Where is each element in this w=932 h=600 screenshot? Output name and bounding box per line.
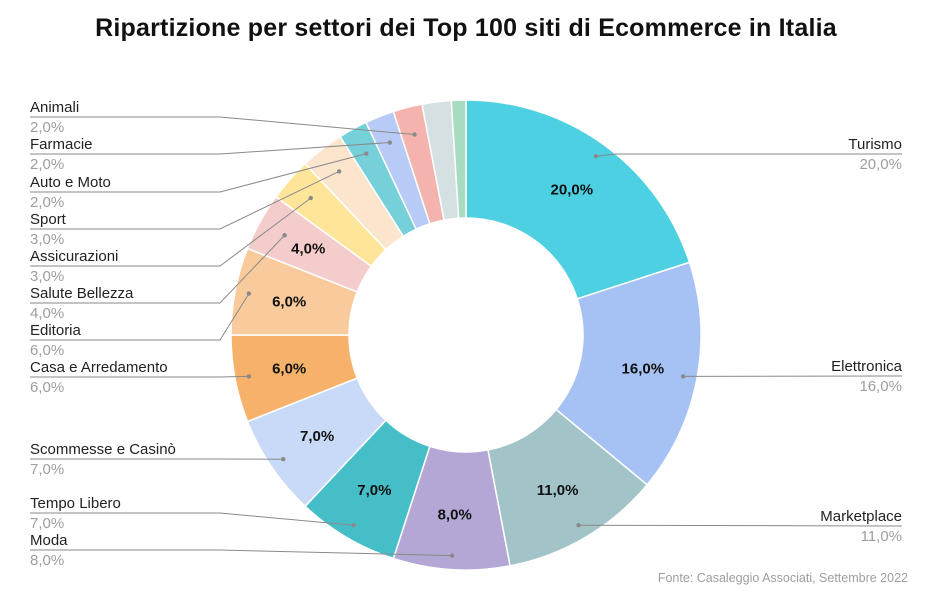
- label-value-marketplace: 11,0%: [861, 528, 902, 545]
- label-name-moda: Moda: [30, 532, 68, 549]
- label-name-tempo-libero: Tempo Libero: [30, 495, 121, 512]
- leader-dot-casa-e-arredamento: [246, 374, 252, 379]
- label-name-farmacie: Farmacie: [30, 136, 93, 153]
- label-value-moda: 8,0%: [30, 552, 64, 569]
- leader-lines: [30, 116, 903, 558]
- label-name-auto-e-moto: Auto e Moto: [30, 174, 111, 191]
- leader-line-sport: [30, 170, 340, 230]
- label-value-turismo: 20,0%: [859, 156, 902, 173]
- source-note: Fonte: Casaleggio Associati, Settembre 2…: [657, 571, 908, 585]
- label-value-editoria: 6,0%: [30, 342, 64, 359]
- slice-value-casa-e-arredamento: 6,0%: [272, 361, 306, 378]
- label-name-animali: Animali: [30, 99, 79, 116]
- leader-line-casa-e-arredamento: [30, 375, 249, 378]
- chart-title: Ripartizione per settori dei Top 100 sit…: [95, 14, 837, 42]
- leader-line-tempo-libero: [30, 512, 354, 526]
- label-name-salute-bellezza: Salute Bellezza: [30, 285, 134, 302]
- label-value-scommesse-e-casino: 7,0%: [30, 461, 64, 478]
- label-name-turismo: Turismo: [848, 136, 902, 153]
- leader-line-editoria: [30, 293, 250, 341]
- slice-value-moda: 8,0%: [438, 507, 472, 524]
- label-value-animali: 2,0%: [30, 119, 64, 136]
- slice-value-marketplace: 11,0%: [537, 482, 579, 499]
- slice-value-elettronica: 16,0%: [622, 361, 665, 378]
- label-value-auto-e-moto: 2,0%: [30, 194, 64, 211]
- donut-slices: [230, 99, 702, 571]
- label-name-elettronica: Elettronica: [831, 358, 903, 375]
- label-value-farmacie: 2,0%: [30, 156, 64, 173]
- leader-line-animali: [30, 116, 415, 136]
- label-value-assicurazioni: 3,0%: [30, 268, 64, 285]
- leader-line-auto-e-moto: [30, 153, 367, 193]
- slice-value-tempo-libero: 7,0%: [357, 482, 391, 499]
- label-name-marketplace: Marketplace: [820, 508, 902, 525]
- slice-value-turismo: 20,0%: [551, 181, 594, 198]
- label-name-scommesse-e-casino: Scommesse e Casinò: [30, 441, 176, 458]
- slice-turismo: [465, 99, 691, 300]
- leader-line-assicurazioni: [30, 197, 312, 267]
- outer-labels: Turismo 20,0% Elettronica 16,0% Marketplace 1…: [30, 99, 903, 569]
- leader-line-marketplace: [578, 524, 903, 527]
- inner-labels: 20,0% 16,0% 11,0% 8,0% 7,0% 7,0% 6,0% 6,0% 4,0%: [272, 181, 664, 523]
- slice-value-salute-bellezza: 4,0%: [291, 240, 325, 257]
- label-value-tempo-libero: 7,0%: [30, 515, 64, 532]
- leader-line-turismo: [595, 153, 902, 157]
- label-name-casa-e-arredamento: Casa e Arredamento: [30, 359, 168, 376]
- label-name-editoria: Editoria: [30, 322, 82, 339]
- label-value-elettronica: 16,0%: [859, 378, 902, 395]
- slice-elettronica: [555, 261, 702, 486]
- leader-line-moda: [30, 549, 453, 557]
- leader-line-farmacie: [30, 142, 390, 155]
- label-name-sport: Sport: [30, 211, 67, 228]
- label-value-casa-e-arredamento: 6,0%: [30, 379, 64, 396]
- label-value-sport: 3,0%: [30, 231, 64, 248]
- label-value-salute-bellezza: 4,0%: [30, 305, 64, 322]
- leader-line-salute-bellezza: [30, 234, 285, 304]
- label-name-assicurazioni: Assicurazioni: [30, 248, 118, 265]
- slice-value-editoria: 6,0%: [272, 293, 306, 310]
- slice-unlabeled-15: [450, 99, 467, 220]
- slice-value-scommesse-e-casino: 7,0%: [300, 428, 334, 445]
